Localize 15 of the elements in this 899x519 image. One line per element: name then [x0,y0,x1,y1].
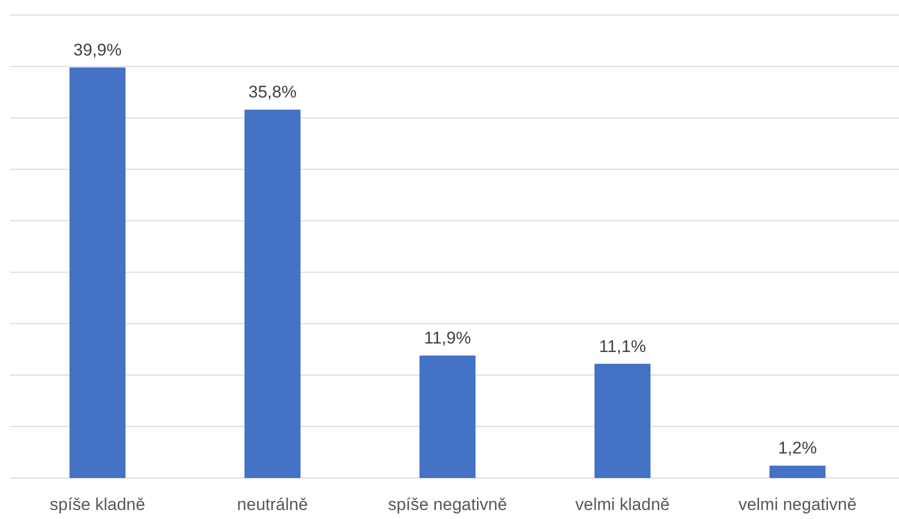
bar [420,356,476,478]
data-label: 1,2% [778,438,817,458]
x-tick-label: velmi negativně [738,495,857,514]
bar [244,110,300,478]
data-label: 35,8% [248,82,297,102]
data-label: 11,1% [599,336,646,356]
x-tick-label: spíše negativně [388,495,508,514]
bar [70,67,126,478]
data-label: 11,9% [424,328,471,348]
bar [594,364,650,478]
x-tick-label: spíše kladně [50,495,146,514]
bar [770,466,826,478]
x-tick-label: velmi kladně [575,495,670,514]
data-label: 39,9% [73,40,122,60]
x-tick-label: neutrálně [237,495,308,514]
